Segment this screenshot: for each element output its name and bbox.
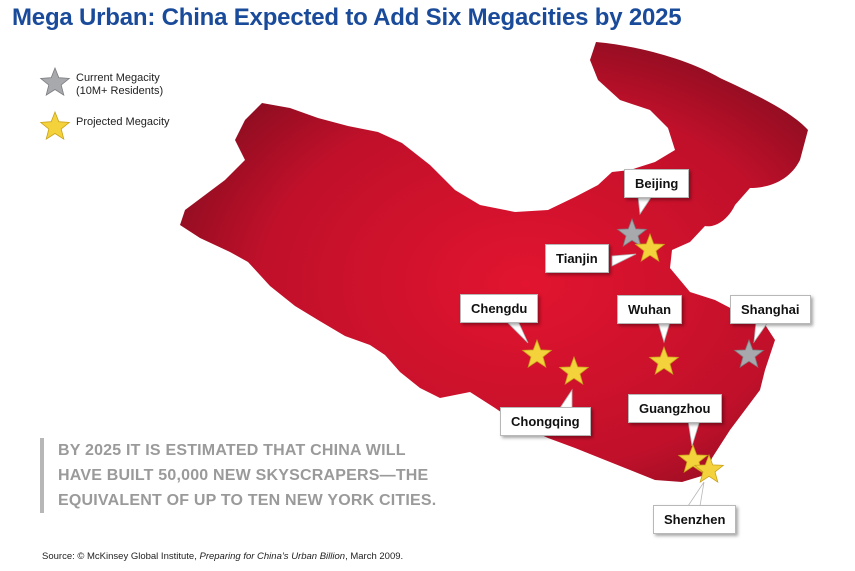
gold-star-icon bbox=[39, 110, 71, 140]
skyscraper-statistic: BY 2025 IT IS ESTIMATED THAT CHINA WILL … bbox=[40, 438, 488, 513]
legend-current-line1: Current Megacity bbox=[76, 72, 160, 84]
page-title: Mega Urban: China Expected to Add Six Me… bbox=[12, 4, 682, 31]
shenzhen-projected-star-marker bbox=[693, 453, 725, 484]
legend-projected-label: Projected Megacity bbox=[76, 116, 170, 128]
gray-star-icon bbox=[39, 66, 71, 96]
legend-current: Current Megacity (10M+ Residents) bbox=[38, 66, 163, 98]
callout-wuhan: Wuhan bbox=[617, 295, 683, 324]
legend-current-line2: (10M+ Residents) bbox=[76, 85, 164, 97]
guangzhou-projected-star-marker bbox=[677, 443, 709, 474]
callout-chongqing: Chongqing bbox=[500, 407, 591, 436]
callout-tianjin: Tianjin bbox=[545, 244, 609, 273]
source-title: Preparing for China’s Urban Billion bbox=[199, 551, 346, 562]
city-markers bbox=[521, 217, 765, 484]
beijing-current-star-marker bbox=[616, 217, 648, 248]
source-suffix: , March 2009. bbox=[345, 551, 404, 562]
callout-shenzhen: Shenzhen bbox=[653, 505, 737, 534]
callout-pointer-shenzhen bbox=[687, 481, 705, 507]
callout-beijing: Beijing bbox=[624, 169, 690, 198]
tianjin-projected-star-marker bbox=[634, 232, 666, 263]
callout-shanghai: Shanghai bbox=[730, 295, 811, 324]
china-mainland-shape bbox=[180, 42, 808, 482]
callout-guangzhou: Guangzhou bbox=[628, 394, 722, 423]
callout-chengdu: Chengdu bbox=[460, 294, 539, 323]
source-prefix: Source: © McKinsey Global Institute, bbox=[42, 551, 200, 562]
callout-pointer-tianjin bbox=[611, 253, 637, 267]
legend-projected: Projected Megacity bbox=[38, 110, 170, 142]
stat-line-1: BY 2025 IT IS ESTIMATED THAT CHINA WILL bbox=[58, 442, 406, 459]
wuhan-projected-star-marker bbox=[648, 345, 680, 376]
source-citation: Source: © McKinsey Global Institute, Pre… bbox=[42, 551, 403, 562]
stat-line-3: EQUIVALENT OF UP TO TEN NEW YORK CITIES. bbox=[58, 492, 437, 509]
legend-current-label: Current Megacity (10M+ Residents) bbox=[76, 72, 163, 98]
chongqing-projected-star-marker bbox=[558, 355, 590, 386]
chengdu-projected-star-marker bbox=[521, 338, 553, 369]
shanghai-current-star-marker bbox=[733, 338, 765, 369]
stat-line-2: HAVE BUILT 50,000 NEW SKYSCRAPERS—THE bbox=[58, 467, 429, 484]
